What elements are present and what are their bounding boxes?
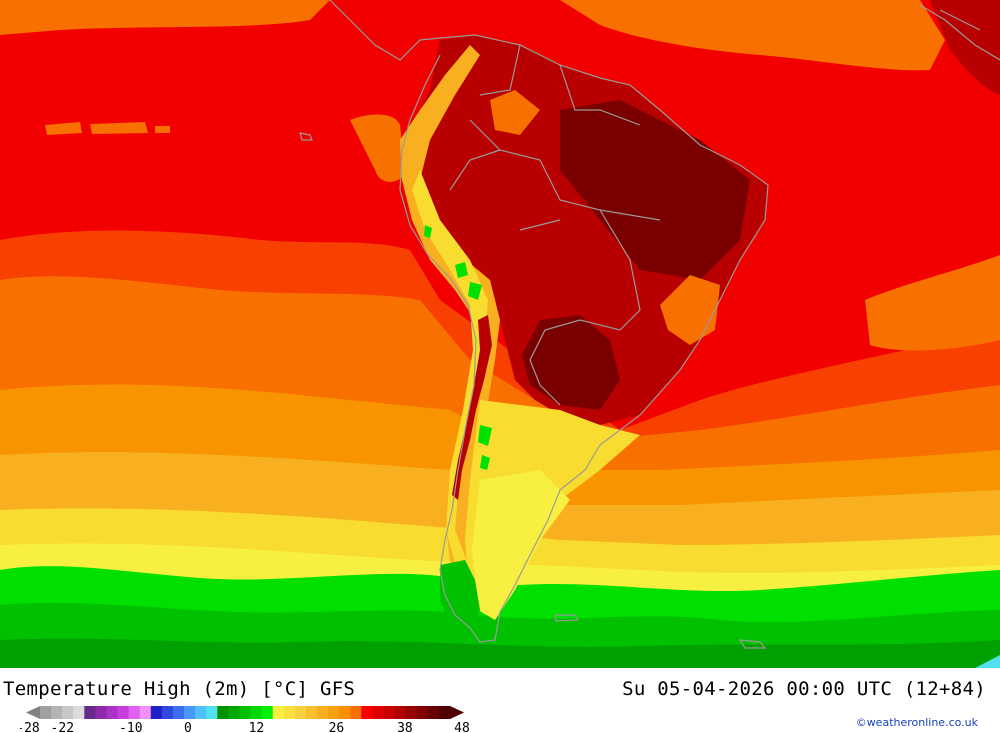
color-scale-legend: -28 -22 -10 0 12 26 38 48	[20, 706, 470, 733]
map-footer: Temperature High (2m) [°C] GFS Su 05-04-…	[0, 668, 1000, 733]
legend-tick-label: -22	[51, 721, 74, 733]
north-pacific-orange-left	[0, 0, 330, 35]
andes-green-spots	[424, 225, 492, 470]
legend-swatch	[128, 706, 141, 719]
continent-orange-patch	[660, 275, 720, 345]
continent-hottest-north	[560, 100, 750, 280]
band-green-dark	[0, 638, 1000, 668]
pacific-orange-streak	[45, 122, 170, 135]
legend-swatch	[239, 706, 251, 719]
legend-swatch	[361, 706, 373, 719]
legend-swatch	[328, 706, 340, 719]
legend-swatch	[272, 706, 285, 719]
legend-swatch	[405, 706, 418, 719]
legend-swatch	[184, 706, 196, 719]
dark-red-corner	[930, 0, 1000, 95]
legend-tick-label: -28	[20, 721, 40, 733]
map-title: Temperature High (2m) [°C] GFS	[3, 678, 356, 700]
legend-swatch	[438, 706, 451, 719]
legend-swatch	[161, 706, 174, 719]
legend-swatch	[350, 706, 362, 719]
continent-orange-north	[490, 90, 540, 135]
legend-swatch	[73, 706, 85, 719]
tierra-del-fuego-green	[440, 560, 480, 630]
legend-swatch	[383, 706, 395, 719]
legend-swatch	[416, 706, 429, 719]
legend-swatch	[427, 706, 440, 719]
legend-swatch	[195, 706, 207, 719]
legend-tick-label: 12	[249, 721, 265, 733]
legend-swatch	[283, 706, 296, 719]
legend-tick-label: 48	[454, 721, 470, 733]
andes-yellow	[412, 170, 488, 575]
legend-swatch	[372, 706, 384, 719]
legend-swatch	[95, 706, 107, 719]
legend-swatch	[206, 706, 218, 719]
legend-swatch	[150, 706, 163, 719]
legend-swatch	[84, 706, 96, 719]
legend-swatch	[394, 706, 407, 719]
legend-swatch	[40, 706, 52, 719]
legend-swatch	[62, 706, 74, 719]
legend-arrow-low	[26, 706, 40, 719]
legend-swatch	[217, 706, 229, 719]
north-atlantic-orange	[560, 0, 945, 71]
pacific-orange-patch	[350, 114, 405, 182]
legend-swatch	[139, 706, 152, 719]
forecast-datetime: Su 05-04-2026 00:00 UTC (12+84)	[622, 678, 986, 700]
legend-swatch	[106, 706, 118, 719]
legend-tick-label: -10	[119, 721, 142, 733]
legend-swatch	[51, 706, 63, 719]
legend-swatch	[305, 706, 318, 719]
legend-tick-label: 26	[329, 721, 345, 733]
legend-tick-label: 0	[184, 721, 192, 733]
andes-dark-red-line	[452, 315, 492, 500]
legend-swatch	[117, 706, 130, 719]
patagonia-yellow-light	[472, 470, 570, 620]
credit-link[interactable]: ©weatheronline.co.uk	[855, 716, 978, 729]
legend-swatch	[339, 706, 351, 719]
atlantic-orange-patch	[865, 255, 1000, 351]
legend-swatch	[261, 706, 274, 719]
coastline	[299, 0, 1000, 649]
legend-tick-label: 38	[397, 721, 413, 733]
cyan-corner	[975, 655, 1000, 668]
legend-swatch	[294, 706, 307, 719]
legend-swatch	[250, 706, 263, 719]
legend-swatch	[172, 706, 185, 719]
legend-swatch	[317, 706, 329, 719]
temperature-map[interactable]	[0, 0, 1000, 668]
legend-swatch	[228, 706, 240, 719]
legend-arrow-high	[450, 706, 464, 719]
continent-hottest	[522, 315, 620, 410]
